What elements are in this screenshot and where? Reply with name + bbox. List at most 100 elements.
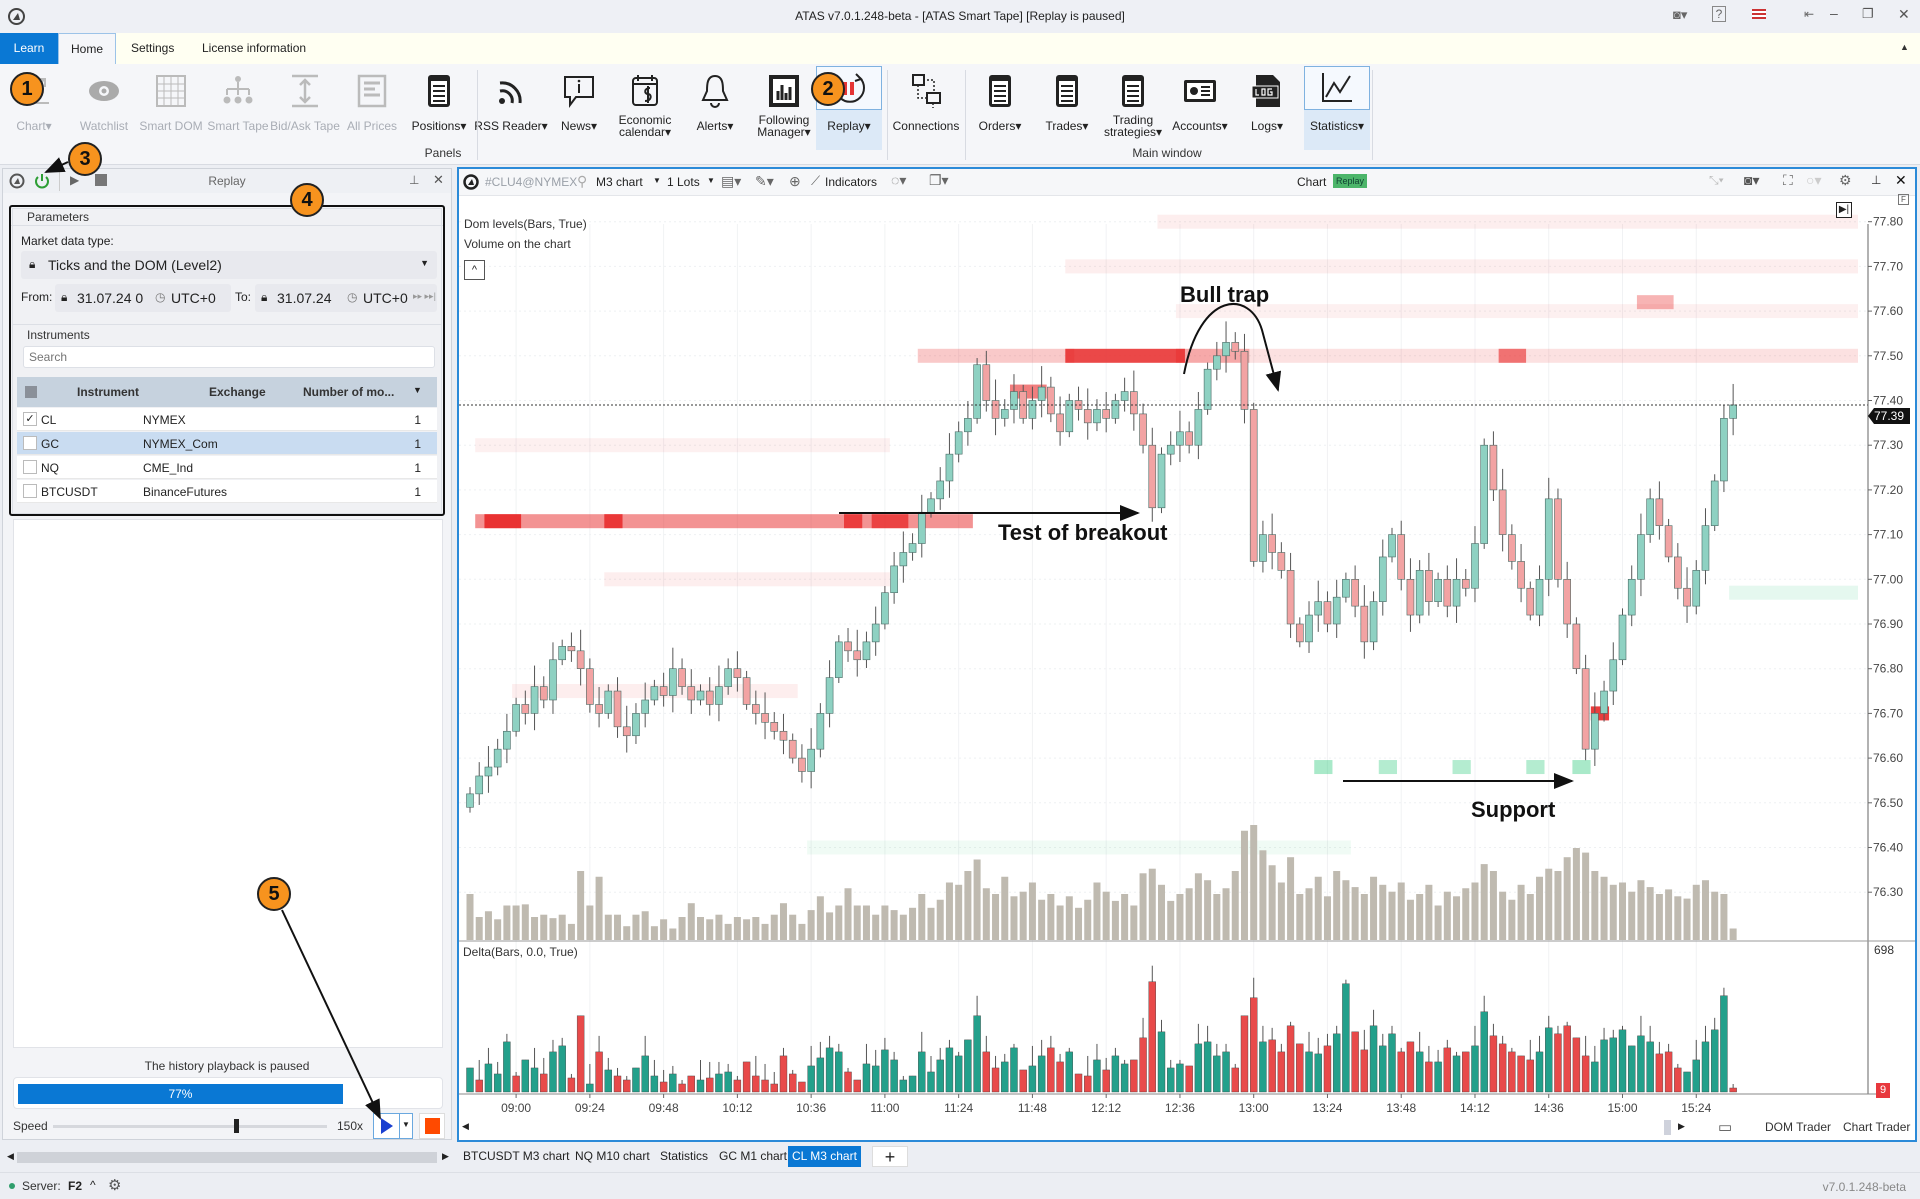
- search-icon[interactable]: ⚲: [577, 173, 588, 189]
- chart-tab[interactable]: CL M3 chart: [788, 1146, 861, 1167]
- close-button[interactable]: ✕: [1898, 6, 1910, 22]
- instrument-checkbox[interactable]: [23, 484, 37, 498]
- price-chart[interactable]: 77.80 77.70 77.60 77.50 77.40 77.30 77.20 77.10…: [459, 194, 1915, 1140]
- instrument-row[interactable]: GC NYMEX_Com 1: [17, 432, 437, 455]
- indicators-button[interactable]: Indicators: [825, 175, 878, 189]
- chart-scrollbar-thumb[interactable]: [1664, 1120, 1671, 1135]
- collapse-icon[interactable]: ⤡▾: [1709, 173, 1724, 187]
- chart-tab[interactable]: NQ M10 chart: [575, 1149, 650, 1163]
- fullscreen-icon[interactable]: ⛶: [1783, 172, 1793, 188]
- ribbon-button-statistics[interactable]: Statistics▾: [1304, 66, 1370, 150]
- collapse-legend-button[interactable]: ^: [464, 260, 485, 280]
- select-all-checkbox[interactable]: [25, 386, 37, 398]
- close-panel-icon[interactable]: ✕: [433, 172, 444, 187]
- tab-home[interactable]: Home: [58, 33, 116, 64]
- chart-trader-button[interactable]: Chart Trader: [1843, 1120, 1911, 1134]
- ribbon-button-smart-tape[interactable]: Smart Tape: [205, 66, 271, 150]
- ribbon-button-following-manager[interactable]: Following Manager▾: [751, 66, 817, 150]
- ribbon-button-logs[interactable]: Logs▾: [1234, 66, 1300, 150]
- templates-icon[interactable]: ❐▾: [929, 172, 949, 188]
- pin-icon[interactable]: ⊥: [409, 173, 420, 187]
- chart-tab[interactable]: GC M1 chart: [719, 1149, 788, 1163]
- crosshair-icon[interactable]: ◌▾: [891, 172, 907, 188]
- instrument-row[interactable]: ✓ CL NYMEX 1: [17, 408, 437, 431]
- timeframe-select[interactable]: M3 chart: [596, 175, 643, 189]
- instrument-checkbox[interactable]: [23, 436, 37, 450]
- camera-icon[interactable]: ◙▾: [1744, 172, 1760, 188]
- sort-desc-icon[interactable]: ▼: [413, 385, 422, 395]
- settings-gear-icon[interactable]: ⚙: [1839, 172, 1852, 188]
- symbol-label[interactable]: #CLU4@NYMEX: [485, 175, 578, 189]
- ribbon-button-watchlist[interactable]: Watchlist: [71, 66, 137, 150]
- speed-slider-thumb[interactable]: [233, 1119, 239, 1133]
- chevron-down-icon[interactable]: ▼: [402, 1120, 410, 1129]
- settings-gear-icon[interactable]: ⚙: [108, 1177, 122, 1194]
- tab-license-information[interactable]: License information: [202, 41, 307, 55]
- chart-tab[interactable]: Statistics: [660, 1149, 709, 1163]
- instrument-checkbox[interactable]: ✓: [23, 412, 37, 426]
- ribbon-button-positions[interactable]: Positions▾: [406, 66, 472, 150]
- calendar-icon[interactable]: ▭: [1718, 1119, 1733, 1136]
- ribbon-button-orders[interactable]: Orders▾: [967, 66, 1033, 150]
- column-exchange[interactable]: Exchange: [209, 385, 266, 399]
- power-icon[interactable]: [33, 172, 51, 190]
- tab-learn[interactable]: Learn: [0, 33, 58, 64]
- ribbon-button-connections[interactable]: Connections: [893, 66, 959, 150]
- scroll-to-end-icon[interactable]: ▶|: [1836, 202, 1852, 218]
- close-chart-icon[interactable]: ✕: [1895, 172, 1907, 188]
- drawing-pen-icon[interactable]: ✎▾: [755, 173, 774, 189]
- scroll-left-icon[interactable]: ◀: [7, 1151, 14, 1161]
- play-icon[interactable]: ▶: [70, 173, 80, 187]
- ribbon-button-trades[interactable]: Trades▾: [1034, 66, 1100, 150]
- speed-slider[interactable]: [53, 1119, 327, 1133]
- instrument-search-input[interactable]: [23, 346, 435, 368]
- language-flag-icon[interactable]: [1752, 9, 1766, 19]
- help-icon[interactable]: ?: [1712, 6, 1726, 22]
- ribbon-button-bid-ask-tape[interactable]: Bid/Ask Tape: [270, 66, 340, 150]
- circle-icon[interactable]: ○▾: [1806, 172, 1822, 188]
- add-chart-tab-button[interactable]: +: [872, 1146, 908, 1167]
- instrument-checkbox[interactable]: [23, 460, 37, 474]
- chart-scroll-right-icon[interactable]: ▶: [1678, 1121, 1685, 1131]
- ribbon-button-economic-calendar[interactable]: Economic calendar▾: [612, 66, 678, 150]
- indicators-icon[interactable]: ⟋: [811, 173, 821, 188]
- restore-button[interactable]: ❐: [1862, 6, 1874, 21]
- collapse-ribbon-icon[interactable]: ▲: [1900, 42, 1909, 52]
- to-datetime-field[interactable]: 🔒︎ 31.07.24 ◷ UTC+0 ▸▸ ▸▸|: [255, 284, 437, 312]
- chevron-down-icon[interactable]: ▼: [707, 176, 715, 185]
- scrollbar-thumb[interactable]: [17, 1152, 437, 1163]
- fast-forward-icon[interactable]: ▸▸ ▸▸|: [413, 291, 436, 301]
- zoom-icon[interactable]: ⊕: [789, 173, 801, 189]
- minimize-button[interactable]: –: [1830, 5, 1838, 21]
- chevron-down-icon[interactable]: ▼: [653, 176, 661, 185]
- chart-tab[interactable]: BTCUSDT M3 chart: [463, 1149, 570, 1163]
- column-number-of-months[interactable]: Number of mo...: [303, 385, 395, 399]
- instrument-row[interactable]: BTCUSDT BinanceFutures 1: [17, 480, 437, 503]
- server-value[interactable]: F2: [68, 1179, 83, 1193]
- market-data-type-select[interactable]: 🔒︎ Ticks and the DOM (Level2) ▼: [21, 251, 437, 279]
- ribbon-button-alerts[interactable]: Alerts▾: [682, 66, 748, 150]
- ribbon-button-accounts[interactable]: Accounts▾: [1167, 66, 1233, 150]
- pin-icon[interactable]: ⊥: [1871, 173, 1882, 187]
- ribbon-button-smart-dom[interactable]: Smart DOM: [138, 66, 204, 150]
- chart-scroll-left-icon[interactable]: ◀: [462, 1121, 469, 1131]
- screenshot-icon[interactable]: ◙▾: [1673, 7, 1688, 22]
- scroll-right-icon[interactable]: ▶: [442, 1151, 449, 1161]
- ribbon-button-news[interactable]: News▾: [546, 66, 612, 150]
- pin-window-icon[interactable]: ⇤: [1804, 7, 1815, 21]
- ribbon-button-all-prices[interactable]: All Prices: [339, 66, 405, 150]
- play-replay-button[interactable]: ▼: [373, 1113, 413, 1139]
- footprint-f-icon[interactable]: F: [1898, 194, 1909, 205]
- ribbon-button-rss-reader[interactable]: RSS Reader▾: [474, 66, 548, 150]
- from-datetime-field[interactable]: 🔒︎ 31.07.24 0 ◷ UTC+0: [55, 284, 231, 312]
- chart-type-icon[interactable]: ▤▾: [721, 173, 742, 189]
- column-instrument[interactable]: Instrument: [77, 385, 140, 399]
- tab-settings[interactable]: Settings: [131, 41, 175, 55]
- chevron-up-icon[interactable]: ^: [90, 1178, 96, 1192]
- lots-select[interactable]: 1 Lots: [667, 175, 700, 189]
- ribbon-button-trading-strategies[interactable]: Trading strategies▾: [1100, 66, 1166, 150]
- stop-replay-button[interactable]: [419, 1113, 445, 1139]
- instrument-row[interactable]: NQ CME_Ind 1: [17, 456, 437, 479]
- stop-icon[interactable]: [95, 174, 107, 186]
- dom-trader-button[interactable]: DOM Trader: [1765, 1120, 1832, 1134]
